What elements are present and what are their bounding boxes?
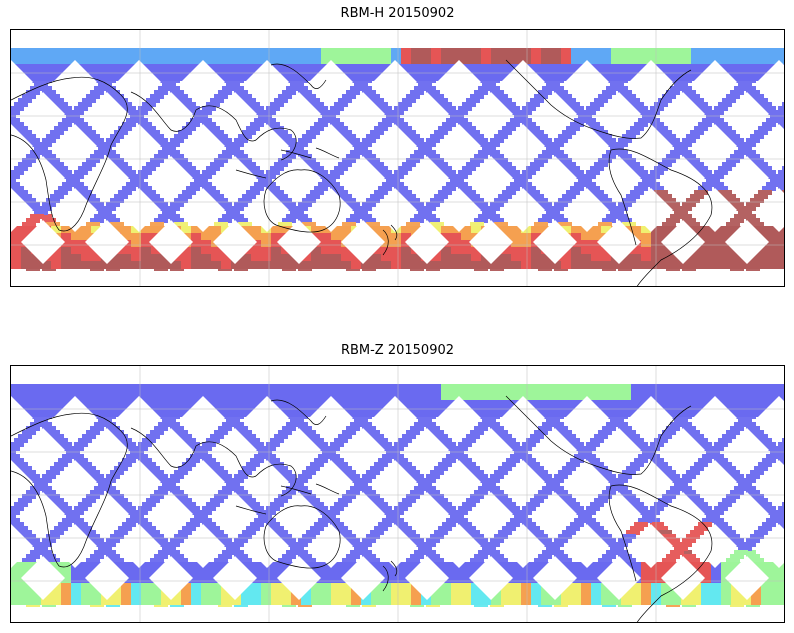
- graticule: [11, 30, 784, 286]
- rbm-z-map: [10, 365, 785, 623]
- coastlines: [11, 395, 713, 622]
- graticule: [11, 366, 784, 622]
- rbm-z-map-canvas: [11, 366, 784, 622]
- panel-title-rbm-h: RBM-H 20150902: [340, 6, 455, 21]
- rbm-h-map: [10, 29, 785, 287]
- coastlines: [11, 59, 713, 286]
- track-gaps: [11, 396, 784, 600]
- panel-title-rbm-z: RBM-Z 20150902: [340, 343, 455, 358]
- track-gaps: [11, 60, 784, 264]
- rbm-h-map-canvas: [11, 30, 784, 286]
